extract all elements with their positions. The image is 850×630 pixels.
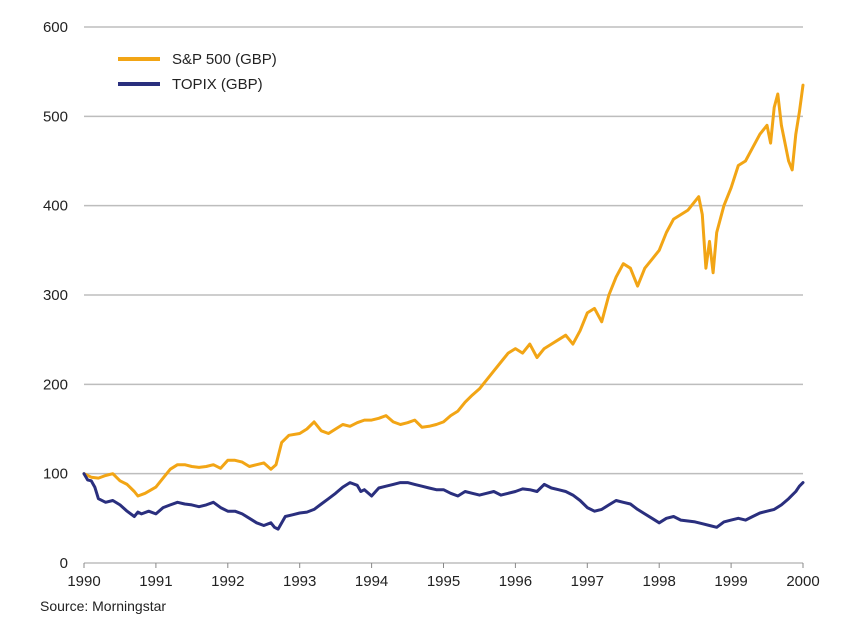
grid-layer	[84, 26, 803, 564]
y-tick-label: 500	[43, 108, 68, 125]
x-tick-label: 2000	[786, 573, 819, 590]
x-tick-label: 1998	[643, 573, 676, 590]
legend: S&P 500 (GBP) TOPIX (GBP)	[118, 51, 277, 93]
y-tick-label: 600	[43, 19, 68, 36]
y-tick-label: 300	[43, 287, 68, 304]
source-note: Source: Morningstar	[40, 598, 167, 614]
series-line-topix	[82, 472, 805, 531]
x-tick-label: 1993	[283, 573, 316, 590]
tick-layer: 0 100 200 300 400 500 600 1990 1991 1992 1993 1994 1…	[43, 19, 820, 590]
x-tick-label: 1996	[499, 573, 532, 590]
x-tick-label: 1995	[427, 573, 460, 590]
series-line-sp500	[82, 83, 805, 498]
x-tick-label: 1992	[211, 573, 244, 590]
series-layer	[82, 83, 805, 531]
x-tick-label: 1994	[355, 573, 388, 590]
y-tick-label: 200	[43, 376, 68, 393]
legend-label-sp500: S&P 500 (GBP)	[172, 51, 277, 68]
x-tick-label: 1997	[571, 573, 604, 590]
y-tick-label: 0	[60, 555, 68, 572]
x-tick-label: 1991	[139, 573, 172, 590]
y-tick-label: 100	[43, 466, 68, 483]
x-tick-label: 1990	[67, 573, 100, 590]
y-tick-label: 400	[43, 198, 68, 215]
x-tick-label: 1999	[714, 573, 747, 590]
legend-label-topix: TOPIX (GBP)	[172, 76, 263, 93]
